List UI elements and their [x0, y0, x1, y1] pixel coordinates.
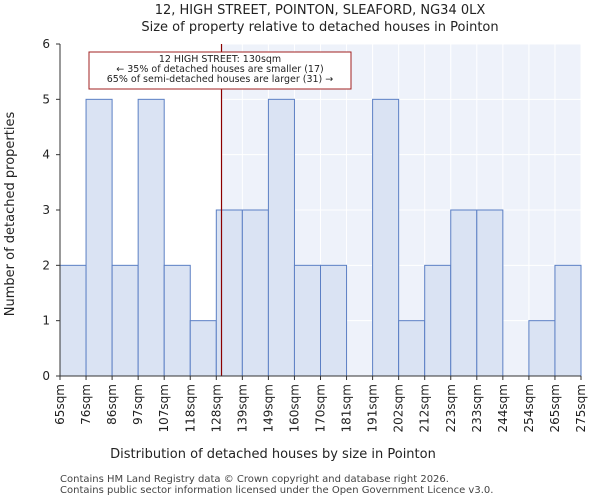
annotation-box: 12 HIGH STREET: 130sqm ← 35% of detached… [88, 51, 352, 90]
x-tick-label: 149sqm [261, 384, 275, 432]
bar [189, 320, 217, 377]
y-tick-label: 5 [42, 92, 50, 106]
bar [398, 320, 426, 377]
bar [554, 264, 582, 377]
bar [320, 264, 348, 377]
x-axis: 65sqm 76sqm 86sqm 97sqm 107sqm 118sqm 128sqm 13… [53, 375, 588, 432]
x-tick-label: 76sqm [79, 384, 93, 425]
x-tick-label: 170sqm [314, 384, 328, 432]
y-tick-label: 4 [42, 148, 50, 162]
footer-copyright: Contains HM Land Registry data © Crown c… [60, 474, 449, 485]
bar [59, 264, 87, 377]
y-axis: 0 1 2 3 4 5 6 [42, 37, 61, 383]
bar [293, 264, 322, 377]
bar-series [59, 98, 582, 377]
bar [424, 264, 452, 377]
x-tick-label: 160sqm [287, 384, 301, 432]
x-tick-label: 181sqm [340, 384, 354, 432]
annotation-frame [88, 51, 352, 90]
bar [528, 320, 556, 377]
bar [111, 264, 139, 377]
x-tick-label: 86sqm [105, 384, 119, 425]
bar [215, 209, 243, 377]
y-tick-label: 0 [42, 369, 50, 383]
chart-title: 12, HIGH STREET, POINTON, SLEAFORD, NG34… [155, 3, 486, 18]
x-tick-label: 275sqm [574, 384, 588, 432]
annotation-line-1: 12 HIGH STREET: 130sqm [159, 54, 281, 65]
x-tick-label: 128sqm [209, 384, 223, 432]
x-axis-label: Distribution of detached houses by size … [110, 447, 436, 462]
y-tick-label: 2 [42, 258, 50, 272]
y-tick-label: 3 [42, 203, 50, 217]
x-tick-label: 265sqm [548, 384, 562, 432]
y-tick-label: 1 [42, 314, 50, 328]
x-tick-label: 223sqm [444, 384, 458, 432]
bar [267, 98, 295, 377]
chart-subtitle: Size of property relative to detached ho… [141, 20, 498, 35]
x-tick-label: 202sqm [392, 384, 406, 432]
x-tick-label: 139sqm [235, 384, 249, 432]
bar [137, 98, 165, 377]
bar [163, 264, 191, 377]
x-tick-label: 233sqm [470, 384, 484, 432]
y-axis-label: Number of detached properties [3, 112, 18, 317]
x-tick-label: 65sqm [53, 384, 67, 425]
x-tick-label: 118sqm [183, 384, 197, 432]
footer-licence: Contains public sector information licen… [60, 485, 494, 496]
bar [241, 209, 269, 377]
x-tick-label: 254sqm [522, 384, 536, 432]
bar [372, 98, 400, 377]
bar [85, 98, 113, 377]
bar [476, 209, 504, 377]
x-tick-label: 191sqm [366, 384, 380, 432]
annotation-line-3: 65% of semi-detached houses are larger (… [107, 74, 334, 85]
x-tick-label: 244sqm [496, 384, 510, 432]
x-tick-label: 97sqm [131, 384, 145, 425]
y-tick-label: 6 [42, 37, 50, 51]
x-tick-label: 107sqm [157, 384, 171, 432]
annotation-line-2: ← 35% of detached houses are smaller (17… [116, 64, 323, 75]
bar [450, 209, 478, 377]
x-tick-label: 212sqm [418, 384, 432, 432]
